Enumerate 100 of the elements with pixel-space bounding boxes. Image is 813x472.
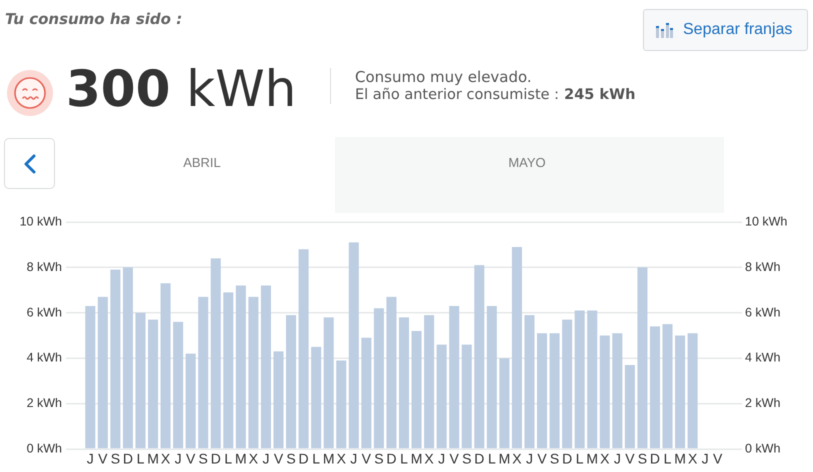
bar — [374, 308, 384, 448]
bar — [499, 358, 510, 448]
x-tick-label: J — [614, 450, 621, 466]
x-tick-label: J — [262, 450, 270, 466]
x-tick-label: X — [160, 450, 171, 466]
bar — [236, 286, 246, 448]
x-tick-label: V — [625, 450, 636, 466]
bar — [512, 246, 522, 448]
y-tick-label: 8 kWh — [26, 260, 62, 274]
y2-tick-label: 8 kWh — [745, 260, 780, 274]
bar — [273, 351, 284, 448]
x-tick-label: J — [702, 450, 709, 466]
x-tick-label: D — [210, 450, 221, 466]
bar — [412, 330, 422, 448]
bar — [148, 320, 158, 448]
x-tick-label: S — [462, 450, 472, 466]
x-tick-label: X — [248, 450, 259, 466]
x-tick-label: L — [224, 450, 232, 466]
text: MAYO — [507, 155, 547, 170]
y-tick-label: 10 kWh — [20, 214, 62, 228]
bar — [462, 344, 472, 448]
bar — [550, 333, 560, 448]
x-tick-label: D — [474, 450, 484, 466]
bar — [562, 320, 572, 448]
bar — [637, 267, 648, 448]
bar — [348, 242, 359, 448]
text: El año anterior consumiste : 245 kWh — [355, 87, 636, 103]
y2-tick-label: 0 kWh — [745, 441, 780, 456]
bar — [110, 270, 120, 448]
bar — [223, 292, 234, 448]
bar — [98, 296, 108, 448]
bar — [600, 336, 610, 448]
x-tick-label: D — [122, 450, 133, 466]
bar — [210, 258, 221, 448]
bar — [474, 265, 484, 448]
bar — [449, 306, 460, 448]
x-tick-label: D — [298, 450, 309, 466]
x-tick-label: L — [664, 450, 672, 466]
y-tick-label: 0 kWh — [26, 441, 62, 456]
bar — [486, 306, 497, 448]
bar — [260, 286, 271, 448]
x-tick-label: M — [586, 450, 598, 466]
x-tick-label: S — [638, 450, 648, 466]
x-tick-label: L — [488, 450, 496, 466]
y-tick-label: 6 kWh — [26, 305, 62, 320]
bar — [298, 249, 309, 448]
x-tick-label: L — [576, 450, 584, 466]
x-tick-label: V — [537, 450, 548, 466]
bar — [85, 306, 96, 448]
bar — [624, 365, 635, 448]
bar — [336, 360, 346, 448]
bar — [248, 296, 258, 448]
x-tick-label: V — [713, 450, 724, 466]
y2-tick-label: 6 kWh — [745, 305, 780, 320]
y2-tick-label: 4 kWh — [745, 350, 780, 365]
bar — [675, 336, 686, 448]
x-tick-label: J — [438, 450, 446, 466]
text: Consumo muy elevado. — [355, 68, 532, 86]
x-tick-label: X — [688, 450, 698, 466]
x-tick-label: V — [98, 450, 108, 466]
x-tick-label: M — [674, 450, 686, 466]
bar — [324, 317, 334, 448]
y2-tick-label: 2 kWh — [745, 396, 780, 410]
chart-title: Tu consumo ha sido : — [5, 10, 182, 28]
x-tick-label: S — [286, 450, 296, 466]
bar — [537, 333, 548, 448]
x-tick-label: S — [374, 450, 384, 466]
x-tick-label: M — [235, 450, 247, 466]
x-tick-label: M — [410, 450, 422, 466]
bar — [361, 338, 372, 448]
y2-tick-label: 10 kWh — [745, 214, 788, 228]
x-tick-label: X — [600, 450, 610, 466]
bar — [436, 344, 447, 448]
bar — [286, 315, 296, 448]
x-tick-label: J — [526, 450, 533, 466]
bar — [160, 283, 171, 448]
x-tick-label: J — [174, 450, 182, 466]
bar — [198, 296, 208, 448]
x-tick-label: L — [312, 450, 320, 466]
x-tick-label: J — [86, 450, 94, 466]
x-tick-label: V — [186, 450, 196, 466]
x-tick-label: V — [274, 450, 284, 466]
bar — [688, 333, 698, 448]
bar — [424, 315, 434, 448]
bar — [186, 354, 196, 448]
x-tick-label: S — [110, 450, 120, 466]
x-tick-label: M — [498, 450, 510, 466]
x-tick-label: S — [550, 450, 560, 466]
y-tick-label: 2 kWh — [26, 396, 62, 410]
text: 300 kWh — [66, 60, 296, 118]
x-tick-label: M — [322, 450, 335, 466]
bar — [398, 317, 410, 448]
x-tick-label: V — [450, 450, 460, 466]
x-tick-label: J — [350, 450, 358, 466]
bar — [311, 346, 322, 448]
x-tick-label: X — [512, 450, 522, 466]
x-tick-label: V — [362, 450, 372, 466]
x-tick-label: L — [136, 450, 145, 466]
bar — [574, 310, 585, 448]
x-tick-label: X — [336, 450, 347, 466]
